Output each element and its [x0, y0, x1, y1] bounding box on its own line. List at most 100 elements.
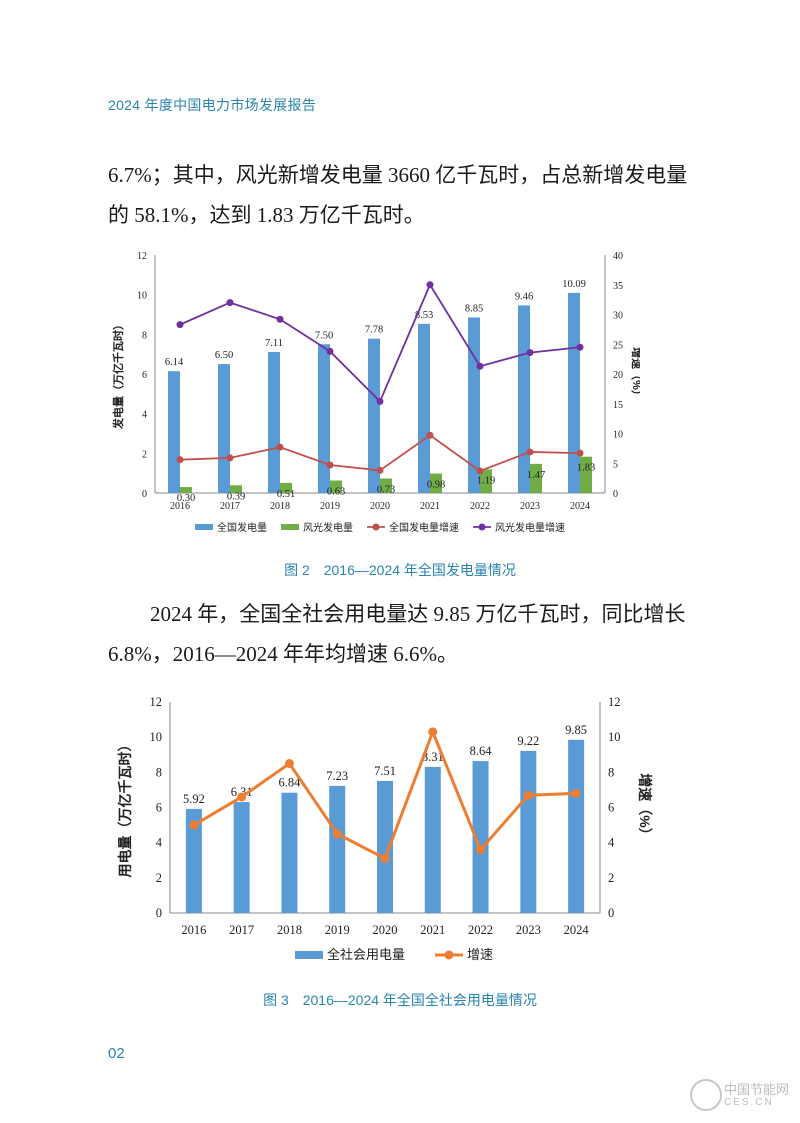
- bar: [568, 292, 580, 493]
- consumption-chart: 0 2 4 6 8 10 12 0 2 4 6 8 10 12 2016 2017 2018 2019 2020 20…: [117, 695, 653, 962]
- bar: [580, 456, 592, 493]
- x-tick-label: 2020: [373, 923, 398, 937]
- legend-swatch: [195, 524, 213, 530]
- y-tick-label: 6: [156, 801, 162, 815]
- bar: [424, 766, 441, 913]
- legend-label: 全国发电量增速: [389, 521, 459, 534]
- line-point: [226, 454, 234, 462]
- y2-tick-label: 2: [608, 871, 614, 885]
- line-point: [376, 397, 384, 405]
- bar: [168, 371, 180, 493]
- line-point: [426, 281, 434, 289]
- data-label: 0.51: [277, 489, 295, 500]
- bar: [568, 739, 585, 913]
- data-label: 7.23: [326, 769, 348, 783]
- y2-tick-label: 30: [613, 311, 623, 322]
- line-point: [326, 347, 334, 355]
- y2-tick-label: 20: [613, 370, 623, 381]
- x-tick-label: 2022: [470, 501, 490, 512]
- x-tick-label: 2017: [229, 923, 254, 937]
- bar: [281, 792, 298, 913]
- y2-tick-label: 10: [613, 430, 623, 441]
- y-axis-title: 用电量（万亿千瓦时）: [117, 738, 133, 878]
- data-label: 7.50: [315, 330, 333, 341]
- bar: [233, 802, 250, 913]
- line-point: [576, 343, 584, 351]
- line-point: [576, 449, 584, 457]
- data-label: 7.78: [365, 325, 383, 336]
- x-tick-label: 2016: [181, 923, 206, 937]
- legend-swatch: [281, 524, 299, 530]
- x-tick-label: 2024: [564, 923, 590, 937]
- x-tick-label: 2019: [320, 501, 340, 512]
- y-tick-label: 2: [156, 871, 162, 885]
- y-tick-label: 12: [137, 251, 147, 262]
- y-tick-label: 4: [142, 410, 147, 421]
- legend-label: 风光发电量增速: [495, 521, 565, 534]
- y-tick-label: 8: [156, 765, 162, 779]
- y2-tick-label: 4: [608, 836, 615, 850]
- bar: [185, 808, 202, 913]
- legend-label: 全社会用电量: [327, 947, 405, 962]
- x-tick-label: 2022: [468, 923, 493, 937]
- y2-axis-title: 增速（%）: [637, 773, 653, 841]
- line-point: [380, 853, 390, 863]
- bar: [377, 780, 393, 913]
- legend-marker: [372, 523, 380, 531]
- x-tick-label: 2018: [270, 501, 290, 512]
- watermark-line-1: 中国节能网: [724, 1082, 790, 1097]
- data-label: 9.22: [517, 734, 539, 748]
- x-tick-label: 2016: [170, 501, 190, 512]
- bar: [330, 480, 342, 493]
- line-point: [428, 727, 438, 737]
- line-point: [284, 759, 294, 769]
- y-axis-title: 发电量（万亿千瓦时）: [111, 319, 125, 430]
- bar: [280, 482, 292, 493]
- line-point: [237, 792, 247, 802]
- data-label: 7.51: [374, 764, 396, 778]
- bar: [368, 338, 380, 493]
- bar: [530, 463, 542, 493]
- legend-label: 全国发电量: [217, 521, 267, 534]
- data-label: 0.39: [227, 491, 245, 502]
- data-label: 8.85: [465, 303, 483, 314]
- data-label: 1.83: [577, 463, 595, 474]
- y2-tick-label: 5: [613, 459, 618, 470]
- data-label: 10.09: [562, 279, 586, 290]
- line-point: [326, 461, 334, 469]
- y-tick-label: 8: [142, 330, 147, 341]
- data-label: 8.31: [422, 750, 444, 764]
- bar: [472, 761, 489, 913]
- line-point: [476, 845, 486, 855]
- y-tick-label: 12: [150, 695, 163, 709]
- page-number: 02: [108, 1045, 125, 1062]
- y-tick-label: 10: [137, 291, 147, 302]
- y-tick-label: 4: [156, 836, 163, 850]
- data-label: 0.30: [177, 493, 195, 504]
- bar: [520, 750, 537, 913]
- data-label: 0.63: [327, 487, 345, 498]
- y2-axis-title: 增速（%）: [630, 347, 640, 401]
- bar: [380, 478, 392, 493]
- legend-marker: [478, 523, 486, 531]
- line-point: [332, 829, 342, 839]
- data-label: 0.98: [427, 480, 445, 491]
- bar: [480, 469, 492, 493]
- y-tick-label: 0: [156, 906, 162, 920]
- line-point: [376, 466, 384, 474]
- y-tick-label: 10: [150, 730, 163, 744]
- line-point: [526, 448, 534, 456]
- y2-tick-label: 40: [613, 251, 623, 262]
- y-tick-label: 0: [142, 489, 147, 500]
- y2-tick-label: 15: [613, 400, 623, 411]
- y2-tick-label: 12: [608, 695, 621, 709]
- line-point: [476, 362, 484, 370]
- data-label: 6.50: [215, 350, 233, 361]
- paragraph-2: 2024 年，全国全社会用电量达 9.85 万亿千瓦时，同比增长 6.8%，20…: [108, 602, 686, 666]
- x-tick-label: 2019: [325, 923, 350, 937]
- legend-label: 增速: [467, 947, 493, 962]
- data-label: 1.19: [477, 475, 495, 486]
- bar: [180, 487, 192, 493]
- bar: [329, 785, 346, 913]
- generation-chart: 0 2 4 6 8 10 12 0 5 10 15 20 25 30 35 40 2016 2017 2018 201…: [111, 251, 640, 534]
